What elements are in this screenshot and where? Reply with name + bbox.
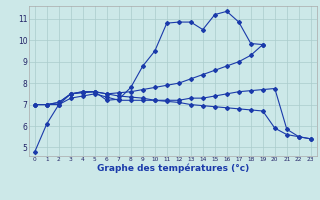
X-axis label: Graphe des températures (°c): Graphe des températures (°c) bbox=[97, 164, 249, 173]
